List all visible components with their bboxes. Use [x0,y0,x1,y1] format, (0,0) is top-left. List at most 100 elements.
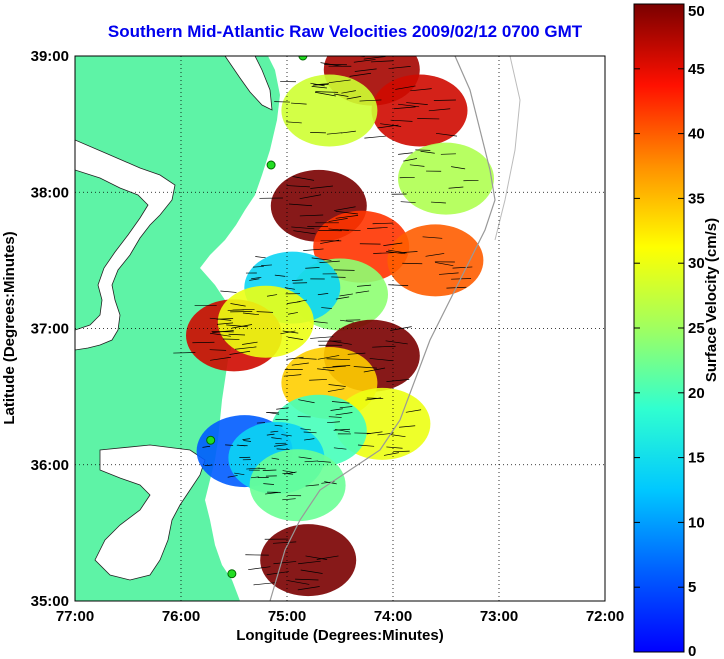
velocity-arrow [291,226,315,230]
velocity-arrow [243,440,252,442]
velocity-arrow [317,293,329,296]
velocity-arrow [300,569,323,574]
velocity-arrow [335,210,359,215]
latitude-tick-label: 38:00 [31,184,69,201]
velocity-arrow [353,366,377,369]
map-title: Southern Mid-Atlantic Raw Velocities 200… [107,22,583,41]
radar-stations [206,56,308,579]
delaware-bay [224,56,273,111]
velocity-arrow [333,93,349,97]
velocity-arrow [347,352,366,355]
velocity-arrow [393,450,410,453]
longitude-tick-label: 72:00 [586,608,624,625]
velocity-arrow [297,586,320,591]
velocity-arrow [300,428,311,431]
velocity-arrow [286,356,304,360]
velocity-arrow [430,201,446,204]
velocity-arrow [286,121,302,124]
velocity-arrow [273,444,287,447]
velocity-arrow [284,287,295,290]
velocity-arrow [388,66,411,69]
velocity-arrow [304,438,315,441]
radar-station-marker [266,160,276,170]
velocity-arrow [242,438,251,440]
velocity-arrow [346,96,362,100]
velocity-cell [281,74,378,147]
velocity-arrow [334,206,356,211]
velocity-arrow [335,215,359,219]
velocity-arrow [216,322,234,325]
velocity-arrow [403,158,417,162]
velocity-arrow [357,284,372,287]
velocity-arrow [326,358,350,361]
velocity-arrow [330,408,343,411]
velocity-arrow [299,194,322,200]
velocity-arrow [395,85,416,90]
velocity-arrow [386,446,403,449]
velocity-arrow [310,336,334,339]
velocity-arrow [291,102,307,105]
velocity-arrow [333,269,355,271]
velocity-arrow [305,267,320,269]
velocity-arrow [281,434,292,437]
velocity-arrow [274,424,283,427]
velocity-arrow [328,218,348,222]
velocity-arrow [311,86,327,89]
velocity-arrow [440,153,456,155]
longitude-tick-label: 77:00 [56,608,94,625]
velocity-arrow [451,166,466,170]
velocity-arrow [303,431,317,434]
velocity-arrow [229,350,251,355]
velocity-arrow [292,176,315,181]
velocity-arrow [246,467,260,470]
velocity-arrow [295,578,319,581]
velocity-arrow [363,367,386,373]
velocity-arrow [332,365,351,367]
velocity-arrow [339,293,353,297]
chesapeake-bay [75,139,176,351]
velocity-arrow [298,357,317,360]
longitude-tick-label: 73:00 [480,608,518,625]
bathymetry-contour [269,56,496,601]
velocity-arrow [333,447,347,450]
plot-frame [74,55,606,602]
velocity-arrow [267,411,280,415]
velocity-arrow [288,203,313,207]
velocity-arrow [335,428,351,433]
velocity-arrow [388,284,409,286]
velocity-arrow [326,132,343,135]
velocity-arrow [355,290,370,294]
velocity-arrow [257,467,266,470]
velocity-arrow [373,252,394,254]
velocity-arrow [335,412,353,416]
map-grid [75,56,605,601]
velocity-arrow [365,397,382,401]
velocity-arrow [249,278,260,281]
velocity-arrow [331,401,350,404]
velocity-arrow [398,103,420,108]
velocity-arrow [405,409,422,413]
velocity-arrow [448,186,464,189]
velocity-arrow [265,492,279,495]
velocity-arrow [317,460,331,463]
velocity-arrow [216,318,234,320]
velocity-arrow [389,434,406,438]
velocity-arrow [253,266,264,268]
velocity-arrow [364,135,386,139]
longitude-tick-label: 75:00 [268,608,306,625]
colorbar-tick-label: 15 [688,450,705,467]
velocity-arrow [316,555,339,560]
velocity-arrow [428,108,451,112]
velocity-arrow [282,498,296,501]
velocity-arrow [314,91,336,97]
velocity-cell [371,74,468,147]
velocity-arrow [262,469,277,471]
y-axis-label: Latitude (Degrees:Minutes) [1,231,18,424]
velocity-arrow [329,340,352,345]
velocity-arrow [359,99,382,102]
velocity-arrow [349,72,372,77]
velocity-arrow [296,299,307,303]
velocity-arrow [380,123,402,127]
velocity-arrow [327,388,345,392]
velocity-arrow [335,296,350,300]
